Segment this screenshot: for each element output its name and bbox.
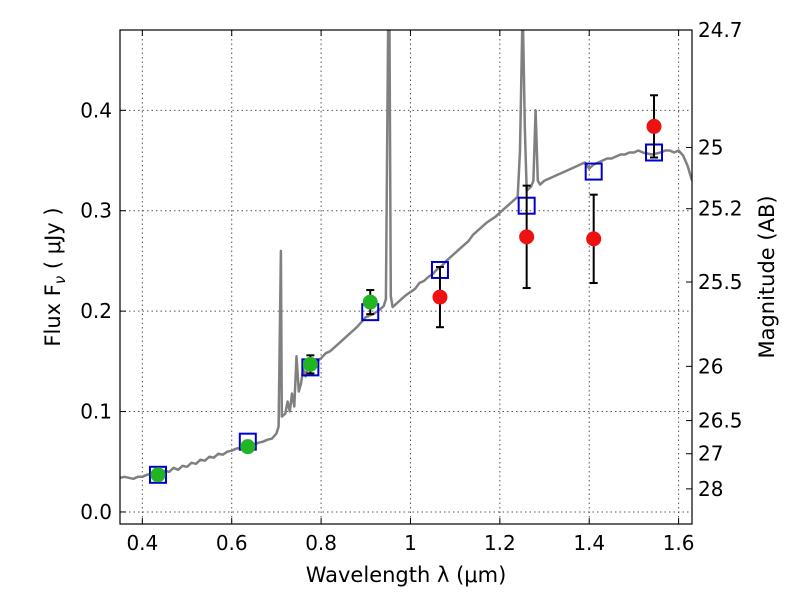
observed-point xyxy=(150,467,166,483)
observed-point xyxy=(302,356,318,372)
right-tick-label: 26 xyxy=(698,354,723,378)
right-tick-label: 25 xyxy=(698,135,723,159)
model-square-point xyxy=(148,465,167,484)
y-tick-label: 0.1 xyxy=(80,400,112,424)
x-tick-label: 1.6 xyxy=(663,531,695,555)
y-axis-label-unit: ( μJy ) xyxy=(41,207,65,275)
x-axis-label: Wavelength λ (μm) xyxy=(306,563,507,587)
observed-point xyxy=(646,118,662,134)
observed-point xyxy=(240,439,256,455)
plot-frame xyxy=(119,29,693,525)
x-tick-label: 0.6 xyxy=(216,531,248,555)
right-tick-label: 27 xyxy=(698,442,723,466)
y-tick-label: 0.4 xyxy=(80,98,112,122)
y-axis-label: Flux Fν ( μJy ) xyxy=(41,207,69,346)
observed-point xyxy=(432,289,448,305)
right-tick-label: 28 xyxy=(698,477,723,501)
x-tick-label: 0.4 xyxy=(126,531,158,555)
observed-point xyxy=(519,229,535,245)
y-tick-label: 0.0 xyxy=(80,500,112,524)
ticks: 0.4 0.6 0.8 1 1.2 1.4 1.6 0.0 0.1 0.2 0.3 0.4 24.7 25… xyxy=(80,18,742,555)
y-axis-label-main: Flux F xyxy=(41,284,65,346)
series-layer xyxy=(120,30,692,484)
right-tick-label: 26.5 xyxy=(698,409,743,433)
y-tick-label: 0.2 xyxy=(80,299,112,323)
x-tick-label: 1.2 xyxy=(484,531,516,555)
x-tick-label: 1 xyxy=(404,531,417,555)
x-tick-label: 0.8 xyxy=(305,531,337,555)
grid xyxy=(120,30,692,524)
right-y-axis-label: Magnitude (AB) xyxy=(755,195,779,358)
right-tick-label: 24.7 xyxy=(698,18,743,42)
observed-point xyxy=(362,294,378,310)
y-tick-label: 0.3 xyxy=(80,199,112,223)
x-tick-label: 1.4 xyxy=(573,531,605,555)
observed-point xyxy=(586,231,602,247)
model-square-point xyxy=(584,162,603,181)
y-axis-label-subscript: ν xyxy=(51,276,69,284)
right-tick-label: 25.2 xyxy=(698,197,743,221)
right-tick-label: 25.5 xyxy=(698,270,743,294)
